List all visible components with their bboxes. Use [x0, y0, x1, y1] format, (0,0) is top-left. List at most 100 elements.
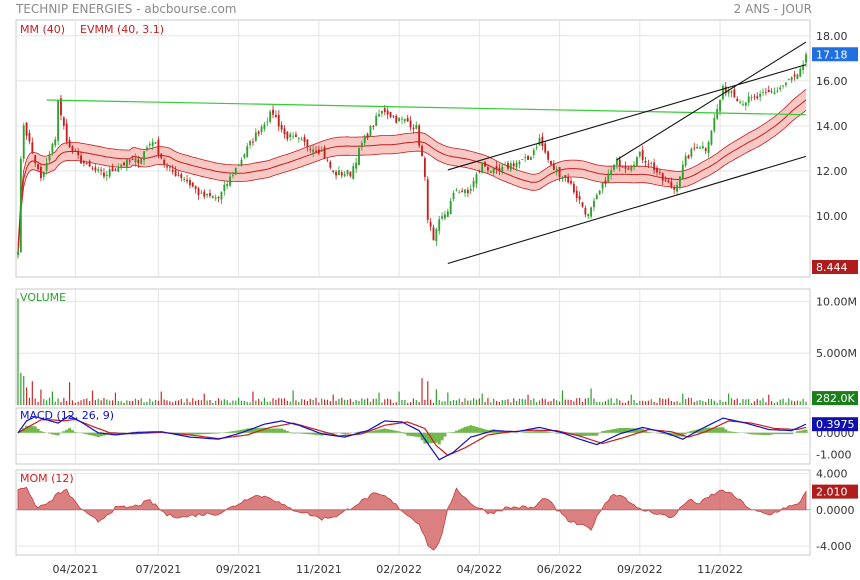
macd-histogram-bar — [228, 431, 232, 433]
macd-histogram-bar — [231, 431, 235, 433]
volume-bar — [619, 400, 621, 405]
macd-histogram-bar — [523, 432, 527, 433]
macd-histogram-bar — [770, 432, 774, 435]
macd-histogram-bar — [417, 432, 421, 438]
candle-body — [796, 74, 799, 80]
volume-bar — [134, 398, 137, 405]
x-tick-label: 07/2021 — [136, 563, 182, 576]
candle-body — [246, 146, 249, 157]
candle-body — [555, 169, 558, 171]
wedge-upper-line — [616, 41, 807, 161]
legend-macd: MACD (12, 26, 9) — [20, 409, 114, 422]
x-tick-label: 04/2022 — [456, 563, 502, 576]
macd-histogram-bar — [497, 430, 501, 433]
volume-bar — [561, 390, 564, 405]
volume-bar — [533, 398, 535, 405]
candle-body — [736, 98, 739, 102]
macd-histogram-bar — [271, 428, 275, 433]
candle-body — [240, 159, 243, 167]
volume-bar — [232, 400, 234, 405]
candle-body — [466, 189, 469, 194]
macd-histogram-bar — [406, 432, 410, 436]
candle-body — [733, 89, 736, 98]
macd-histogram-bar — [96, 432, 100, 438]
macd-histogram-bar — [30, 426, 34, 433]
macd-histogram-bar — [99, 432, 103, 437]
volume-bar — [670, 400, 672, 405]
volume-bar — [481, 393, 483, 405]
candle-body — [398, 117, 401, 122]
macd-histogram-bar — [598, 432, 602, 434]
candle-body — [349, 171, 352, 177]
macd-histogram-bar — [477, 427, 481, 433]
volume-bar — [384, 399, 386, 405]
macd-histogram-bar — [750, 432, 754, 435]
macd-histogram-bar — [443, 432, 447, 437]
macd-histogram-bar — [397, 431, 401, 433]
channel-upper-line — [447, 64, 807, 171]
candle-body — [380, 111, 383, 114]
volume-bar — [679, 402, 681, 405]
volume-bar — [667, 398, 670, 405]
volume-bar — [536, 402, 538, 405]
macd-histogram-bar — [592, 432, 596, 436]
volume-bar — [719, 399, 721, 405]
volume-bar — [392, 402, 394, 405]
volume-bar — [378, 392, 380, 405]
candle-body — [306, 139, 309, 147]
candle-body — [538, 138, 541, 146]
candle-body — [105, 174, 108, 177]
volume-bar — [507, 399, 509, 405]
candle-body — [200, 192, 203, 194]
volume-bar — [20, 372, 22, 405]
volume-bar — [292, 390, 294, 405]
macd-histogram-bar — [704, 427, 708, 433]
candle-body — [567, 176, 570, 183]
candle-body — [790, 77, 793, 81]
macd-histogram-bar — [701, 428, 705, 433]
candle-body — [578, 196, 581, 200]
macd-histogram-bar — [727, 431, 731, 433]
candle-body — [134, 157, 137, 163]
macd-histogram-bar — [188, 432, 192, 435]
macd-histogram-bar — [297, 432, 301, 434]
candle-body — [17, 251, 19, 256]
candle-body — [389, 112, 392, 117]
candle-body — [289, 134, 292, 138]
y-tick-label-volume: 10.00M — [816, 295, 857, 308]
macd-histogram-bar — [88, 432, 92, 435]
volume-bar — [192, 398, 194, 405]
candle-body — [174, 169, 177, 176]
candle-body — [48, 154, 51, 161]
volume-bar — [129, 401, 131, 405]
macd-histogram-bar — [108, 432, 112, 435]
candle-body — [676, 185, 678, 192]
volume-bar — [97, 398, 99, 405]
volume-bar — [699, 399, 701, 405]
volume-bar — [750, 402, 753, 405]
green-trendline — [46, 99, 807, 116]
volume-bar — [34, 398, 36, 405]
candle-body — [590, 207, 593, 217]
candle-body — [111, 166, 114, 172]
macd-histogram-bar — [414, 432, 418, 437]
macd-histogram-bar — [426, 432, 430, 444]
candle-body — [80, 155, 82, 164]
macd-histogram-bar — [466, 426, 470, 433]
macd-histogram-bar — [56, 432, 60, 436]
volume-bar — [40, 389, 42, 405]
macd-histogram-bar — [801, 430, 805, 433]
volume-bar — [389, 399, 392, 405]
volume-bar — [685, 399, 687, 405]
volume-bar — [301, 399, 303, 405]
candle-body — [286, 131, 289, 140]
macd-histogram-bar — [176, 432, 180, 434]
macd-histogram-bar — [300, 432, 304, 434]
candle-body — [117, 167, 120, 172]
candle-body — [234, 167, 237, 175]
volume-bar — [43, 399, 45, 405]
volume-bar — [398, 391, 400, 405]
macd-histogram-bar — [580, 432, 584, 436]
volume-bar — [647, 400, 649, 405]
volume-bar — [375, 398, 377, 405]
